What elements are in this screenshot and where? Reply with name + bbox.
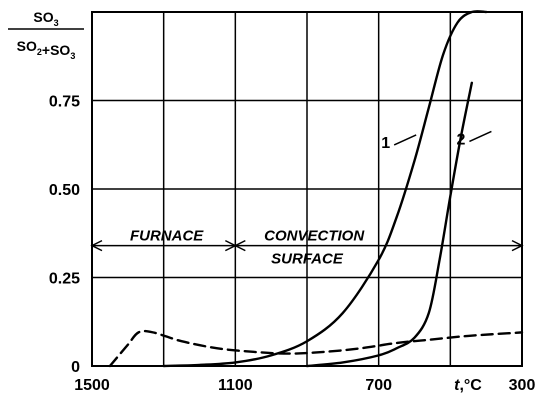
series-line-dashed — [108, 329, 524, 368]
region-annotations: FURNACE CONVECTION SURFACE — [90, 228, 524, 268]
region-arrowhead-left — [233, 239, 246, 252]
region-arrowhead-right — [511, 239, 524, 252]
y-tick-label: 0.75 — [49, 94, 80, 111]
y-label-numerator: SO3 — [33, 9, 58, 28]
curve-label-2: 2 — [457, 131, 466, 148]
curve-label-leader — [469, 130, 492, 143]
curve-label-1: 1 — [381, 135, 390, 152]
region-label: FURNACE — [130, 228, 204, 245]
series-line-2 — [305, 81, 474, 368]
series-line-1 — [162, 10, 488, 368]
y-axis-label: SO3 SO2+SO3 — [8, 9, 84, 61]
x-tick-label: 700 — [365, 377, 392, 394]
curve-label-leader — [393, 134, 417, 146]
y-tick-label: 0 — [71, 359, 80, 376]
x-tick-label: 1500 — [74, 377, 110, 394]
y-tick-label: 0.50 — [49, 182, 80, 199]
x-tick-labels: 1500 1100 700 t,°C 300 — [74, 377, 535, 394]
region-arrowhead-left — [90, 239, 103, 252]
y-label-denominator: SO2+SO3 — [17, 38, 76, 61]
x-tick-label: 1100 — [218, 377, 253, 394]
x-tick-label: 300 — [509, 377, 536, 394]
region-label-line2: SURFACE — [271, 251, 344, 268]
region-label: CONVECTION — [264, 228, 365, 245]
grid — [92, 12, 522, 366]
y-tick-label: 0.25 — [49, 271, 80, 288]
series-lines — [108, 10, 524, 368]
x-axis-label: t,°C — [454, 377, 482, 394]
y-tick-labels: 0 0.25 0.50 0.75 — [49, 94, 80, 377]
